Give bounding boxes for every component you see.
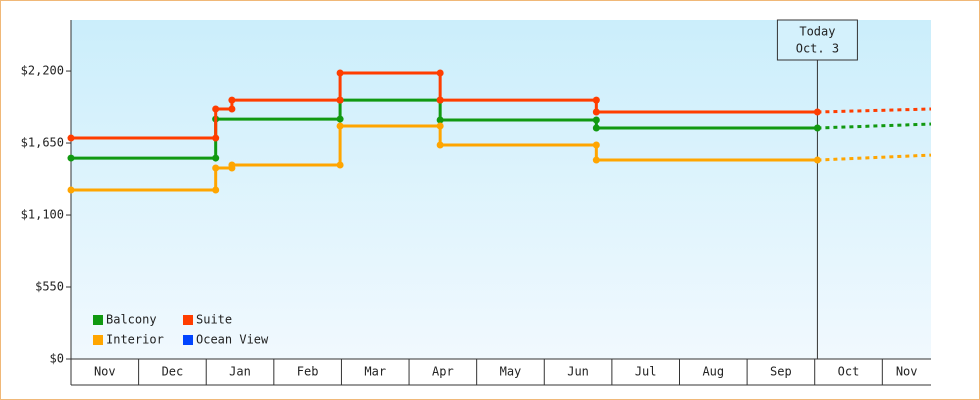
x-tick-label: Mar <box>364 365 386 379</box>
x-tick-label: Dec <box>162 365 184 379</box>
data-point <box>592 141 600 149</box>
legend-label: Interior <box>106 333 164 347</box>
data-point <box>228 161 236 169</box>
data-point <box>592 96 600 104</box>
legend-swatch <box>183 335 193 345</box>
x-tick-label: Jul <box>635 365 657 379</box>
legend-swatch <box>183 315 193 325</box>
data-point <box>212 154 220 162</box>
data-point <box>592 108 600 116</box>
x-tick-label: May <box>500 365 522 379</box>
data-point <box>436 116 444 124</box>
x-tick-label: Feb <box>297 365 319 379</box>
y-tick-label: $1,100 <box>21 208 64 222</box>
data-point <box>67 186 75 194</box>
today-label: Oct. 3 <box>796 42 839 56</box>
y-tick-label: $2,200 <box>21 64 64 78</box>
y-tick-label: $0 <box>50 352 64 366</box>
projection-line <box>817 153 932 162</box>
y-tick-label: $1,650 <box>21 136 64 150</box>
x-tick-label: Jan <box>229 365 251 379</box>
data-point <box>67 154 75 162</box>
data-point <box>592 156 600 164</box>
data-point <box>436 122 444 130</box>
projection-line <box>817 122 932 130</box>
data-point <box>212 164 220 172</box>
data-point <box>336 69 344 77</box>
data-point <box>336 122 344 130</box>
data-point <box>336 96 344 104</box>
x-tick-label: Nov <box>94 365 116 379</box>
data-point <box>228 105 236 113</box>
legend-label: Ocean View <box>196 333 269 347</box>
data-point <box>228 96 236 104</box>
y-tick-label: $550 <box>35 280 64 294</box>
x-tick-label: Nov <box>896 365 918 379</box>
data-point <box>212 134 220 142</box>
x-tick-label: Apr <box>432 365 454 379</box>
data-point <box>336 161 344 169</box>
x-tick-label: Oct <box>838 365 860 379</box>
data-point <box>212 105 220 113</box>
data-point <box>592 124 600 132</box>
data-point <box>813 124 821 132</box>
today-box <box>776 19 858 61</box>
data-point <box>436 96 444 104</box>
data-point <box>67 134 75 142</box>
data-point <box>436 141 444 149</box>
legend-label: Suite <box>196 313 232 327</box>
today-label: Today <box>799 25 835 39</box>
legend-swatch <box>93 315 103 325</box>
data-point <box>436 69 444 77</box>
data-point <box>592 116 600 124</box>
x-tick-label: Jun <box>567 365 589 379</box>
x-tick-label: Aug <box>702 365 724 379</box>
data-point <box>336 115 344 123</box>
data-point <box>212 186 220 194</box>
legend-swatch <box>93 335 103 345</box>
projection-line <box>817 107 932 114</box>
legend-label: Balcony <box>106 313 157 327</box>
x-tick-label: Sep <box>770 365 792 379</box>
